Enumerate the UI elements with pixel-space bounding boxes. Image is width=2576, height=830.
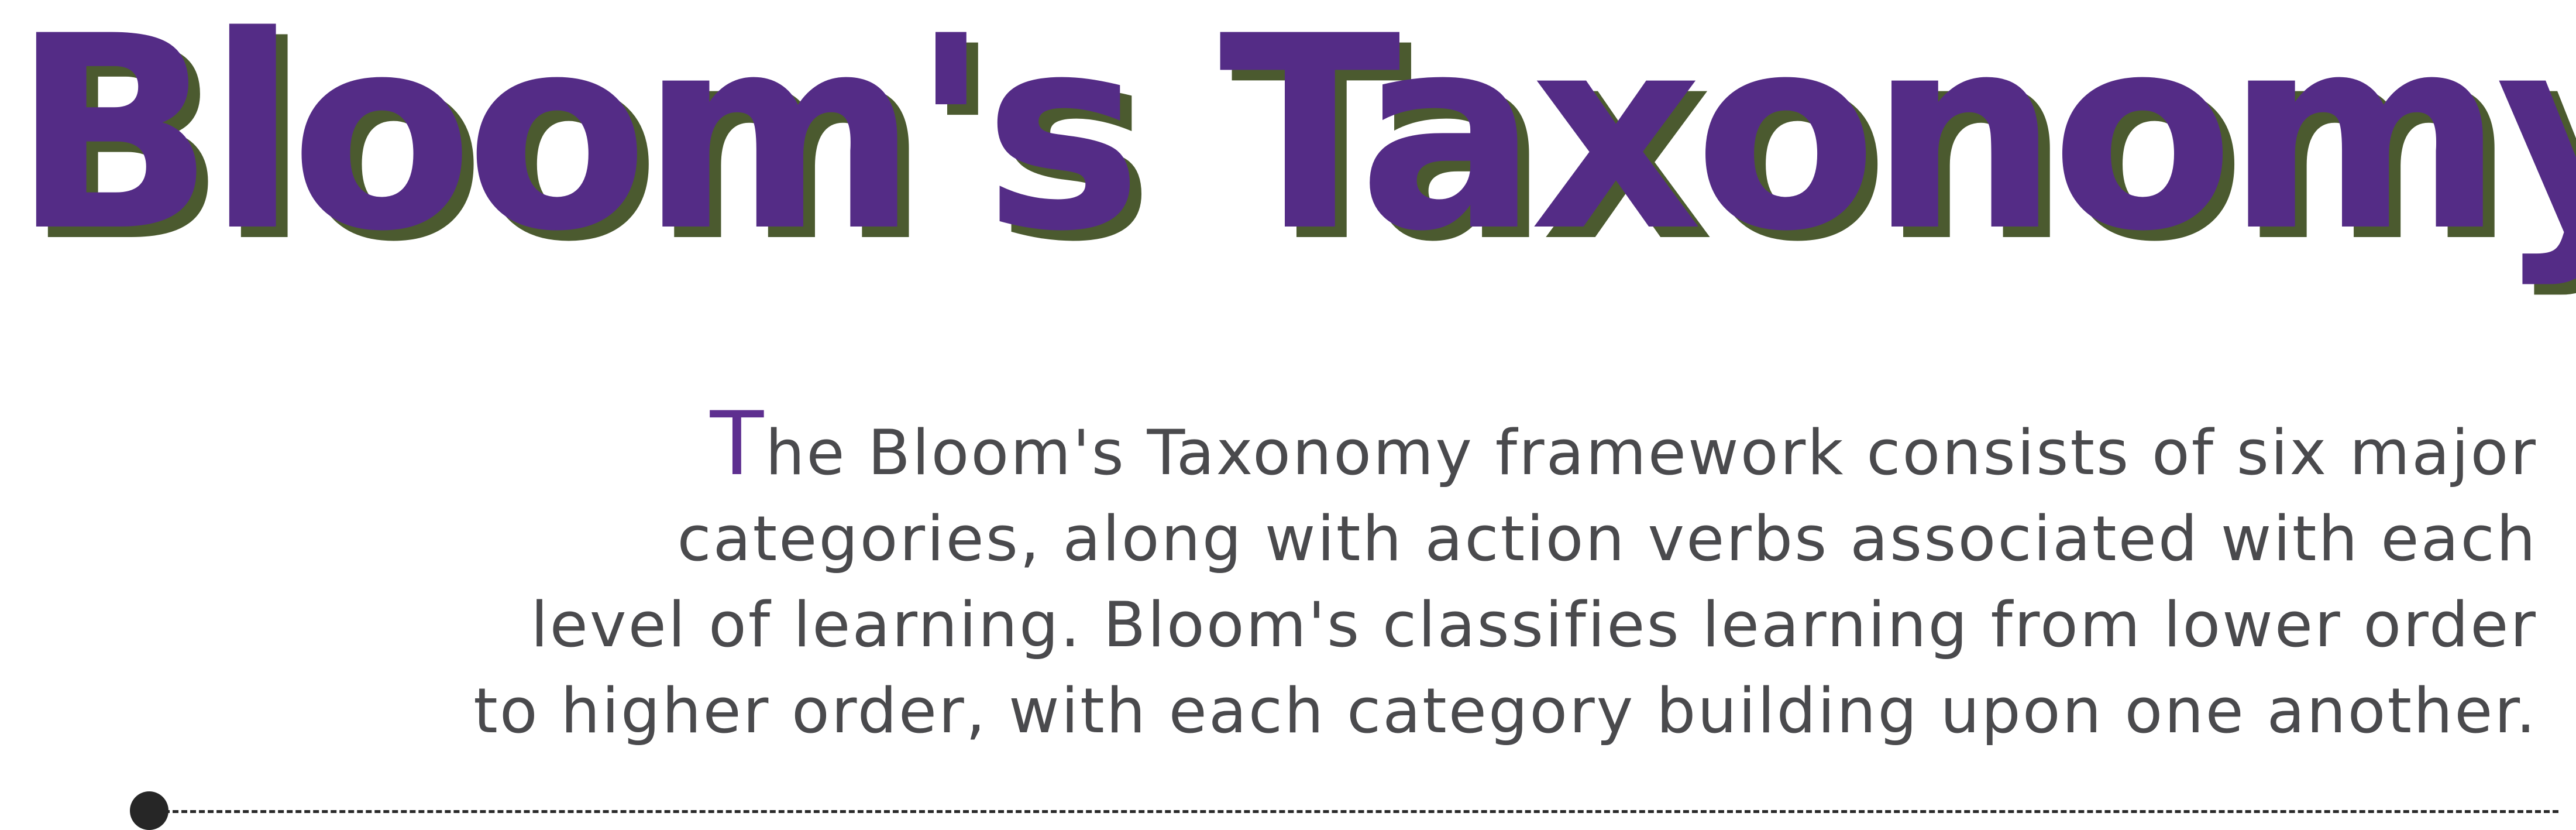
intro-line-2: categories, along with action verbs asso…	[677, 503, 2537, 575]
intro-line-1-text: he Bloom's Taxonomy framework consists o…	[765, 417, 2537, 489]
intro-line-4: to higher order, with each category buil…	[473, 675, 2537, 747]
dashed-divider	[146, 810, 2558, 813]
drop-cap: T	[710, 393, 766, 495]
page-title: Bloom's Taxonomy	[12, 0, 2576, 290]
divider-dot-marker	[130, 791, 168, 830]
intro-paragraph: The Bloom's Taxonomy framework consists …	[256, 400, 2537, 754]
intro-line-3: level of learning. Bloom's classifies le…	[531, 589, 2537, 661]
intro-line-1: The Bloom's Taxonomy framework consists …	[256, 400, 2537, 496]
